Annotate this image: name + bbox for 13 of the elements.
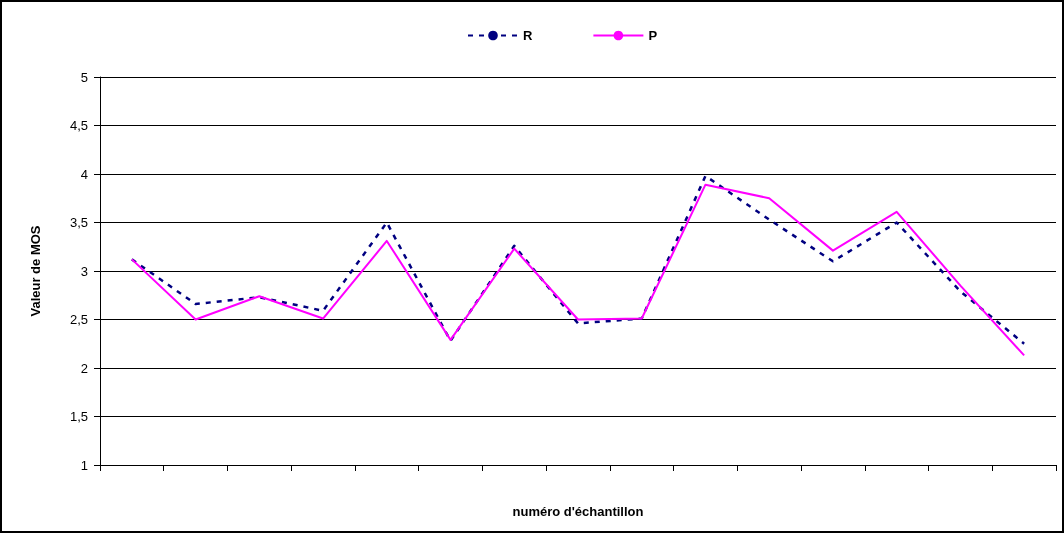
y-axis-title: Valeur de MOS <box>28 225 43 317</box>
y-tick-label: 3 <box>80 263 88 279</box>
y-tick-label: 4,5 <box>69 118 88 133</box>
y-tick-label: 2,5 <box>69 312 88 327</box>
y-tick-label: 5 <box>80 69 88 85</box>
legend-label: P <box>648 28 658 43</box>
y-tick-label: 2 <box>80 360 88 376</box>
y-tick-label: 4 <box>80 166 88 182</box>
y-tick-label: 1,5 <box>69 409 88 424</box>
legend-label: R <box>523 28 533 43</box>
y-tick-label: 3,5 <box>69 215 88 230</box>
y-tick-label: 1 <box>80 457 88 473</box>
x-axis-title: numéro d'échantillon <box>512 504 644 519</box>
